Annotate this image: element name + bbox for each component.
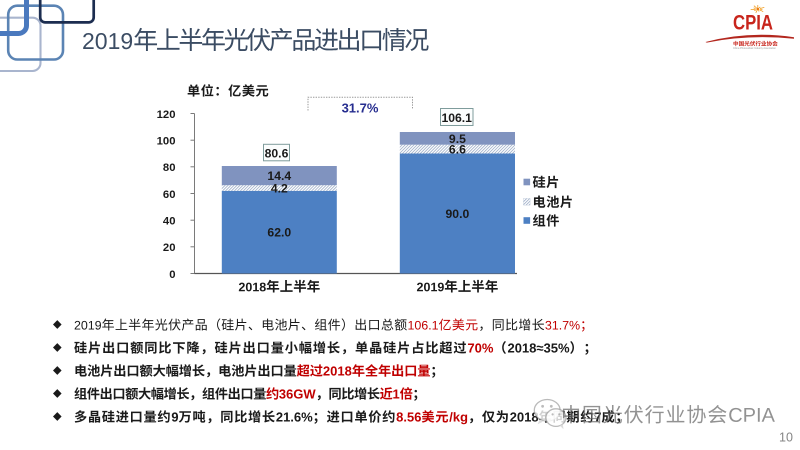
svg-text:6.6: 6.6 [449,143,466,157]
svg-text:0: 0 [169,269,175,281]
svg-text:100: 100 [157,136,176,148]
svg-text:4.2: 4.2 [271,182,288,196]
svg-text:80.6: 80.6 [265,147,289,161]
svg-text:120: 120 [157,109,176,121]
svg-text:60: 60 [163,189,176,201]
svg-text:40: 40 [163,216,176,228]
svg-text:CPIA: CPIA [733,12,773,35]
svg-text:106.1: 106.1 [441,111,472,125]
svg-text:14.4: 14.4 [267,169,291,183]
svg-text:62.0: 62.0 [267,226,291,240]
svg-text:China Photovoltaic Industry As: China Photovoltaic Industry Association [733,46,776,50]
svg-text:10: 10 [779,431,793,445]
svg-text:31.7%: 31.7% [342,100,379,115]
svg-text:80: 80 [163,162,176,174]
svg-text:20: 20 [163,242,176,254]
svg-text:90.0: 90.0 [446,207,470,221]
svg-text:9.5: 9.5 [449,132,466,146]
